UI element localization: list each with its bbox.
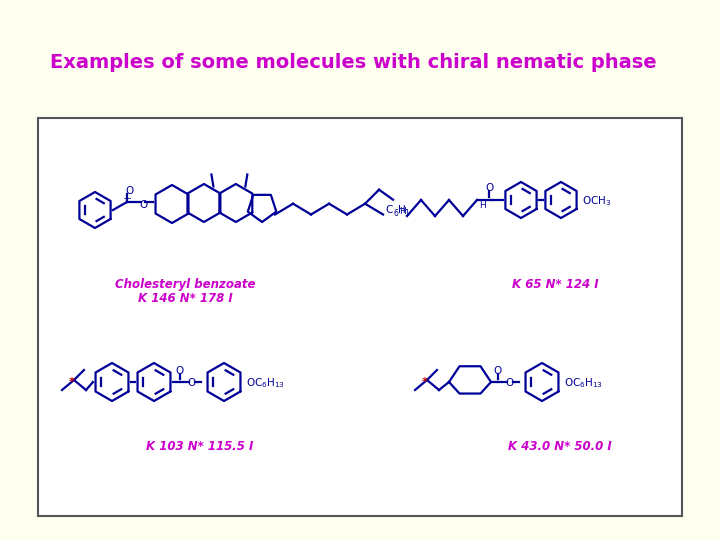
Text: O: O xyxy=(188,378,196,388)
Text: K 65 N* 124 I: K 65 N* 124 I xyxy=(512,278,598,291)
Bar xyxy=(38,118,682,516)
Text: OC$_6$H$_{13}$: OC$_6$H$_{13}$ xyxy=(246,376,285,390)
Text: O: O xyxy=(176,366,184,376)
Text: OCH$_3$: OCH$_3$ xyxy=(582,194,611,208)
Text: K 103 N* 115.5 I: K 103 N* 115.5 I xyxy=(146,440,253,453)
Text: 1: 1 xyxy=(404,208,409,218)
Text: C: C xyxy=(386,205,393,215)
Text: H: H xyxy=(479,200,485,210)
Text: O: O xyxy=(139,200,147,210)
Text: OC$_6$H$_{13}$: OC$_6$H$_{13}$ xyxy=(564,376,603,390)
Text: H: H xyxy=(399,207,405,217)
Text: K 43.0 N* 50.0 I: K 43.0 N* 50.0 I xyxy=(508,440,612,453)
Text: *: * xyxy=(422,377,428,387)
Text: O: O xyxy=(506,378,514,388)
Text: O: O xyxy=(125,186,133,196)
Text: K 146 N* 178 I: K 146 N* 178 I xyxy=(138,292,233,305)
Text: 6: 6 xyxy=(393,208,398,218)
Text: O: O xyxy=(485,183,493,193)
Text: Examples of some molecules with chiral nematic phase: Examples of some molecules with chiral n… xyxy=(50,52,657,71)
Text: H: H xyxy=(398,205,406,215)
Text: *: * xyxy=(69,377,75,387)
Text: O: O xyxy=(494,366,502,376)
Text: Cholesteryl benzoate: Cholesteryl benzoate xyxy=(114,278,256,291)
